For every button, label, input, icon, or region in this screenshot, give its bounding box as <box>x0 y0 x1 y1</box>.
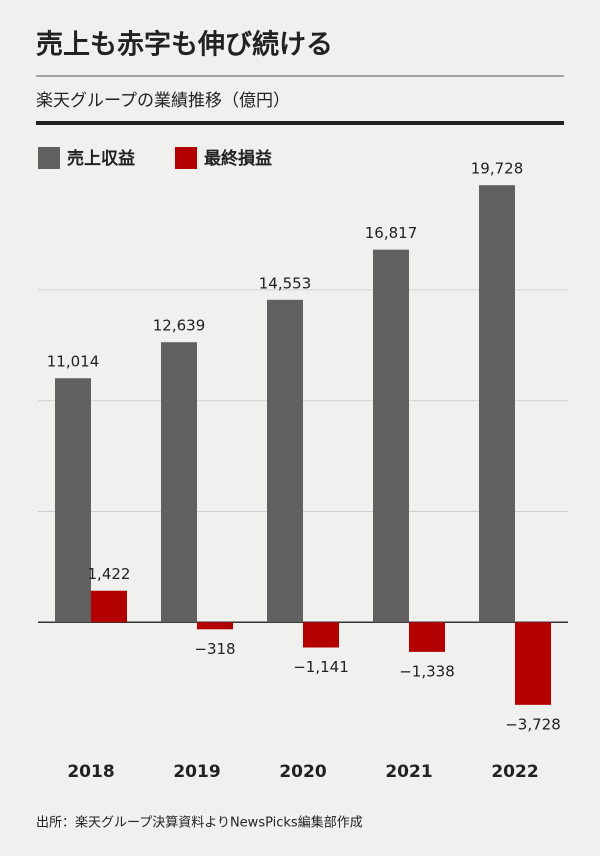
bar <box>55 378 91 623</box>
bar <box>373 249 409 623</box>
bar <box>409 622 445 652</box>
legend-label: 売上収益 <box>67 148 135 169</box>
value-label: −3,728 <box>505 715 561 733</box>
bar <box>515 622 551 705</box>
x-tick-label: 2021 <box>385 762 432 782</box>
value-label: −1,141 <box>293 658 349 676</box>
x-tick-label: 2019 <box>173 762 220 782</box>
value-label: 19,728 <box>471 160 524 178</box>
bar <box>91 590 127 623</box>
bar <box>479 185 515 623</box>
legend-swatch <box>38 147 60 169</box>
x-tick-label: 2022 <box>491 762 538 782</box>
x-tick-label: 2018 <box>67 762 114 782</box>
value-label: 11,014 <box>47 353 100 371</box>
bar <box>197 622 233 630</box>
value-label: −318 <box>194 640 235 658</box>
value-label: 12,639 <box>153 317 206 335</box>
legend-label: 最終損益 <box>204 148 272 169</box>
value-label: 16,817 <box>365 224 418 242</box>
bar <box>303 622 339 648</box>
x-tick-label: 2020 <box>279 762 326 782</box>
chart-subtitle: 楽天グループの業績推移（億円） <box>36 91 290 111</box>
chart-title: 売上も赤字も伸び続ける <box>36 29 333 61</box>
legend-swatch <box>175 147 197 169</box>
source-note: 出所：楽天グループ決算資料よりNewsPicks編集部作成 <box>36 815 363 831</box>
bar <box>161 342 197 623</box>
bar <box>267 299 303 623</box>
value-label: 1,422 <box>88 565 131 583</box>
value-label: −1,338 <box>399 662 455 680</box>
value-label: 14,553 <box>259 274 312 292</box>
